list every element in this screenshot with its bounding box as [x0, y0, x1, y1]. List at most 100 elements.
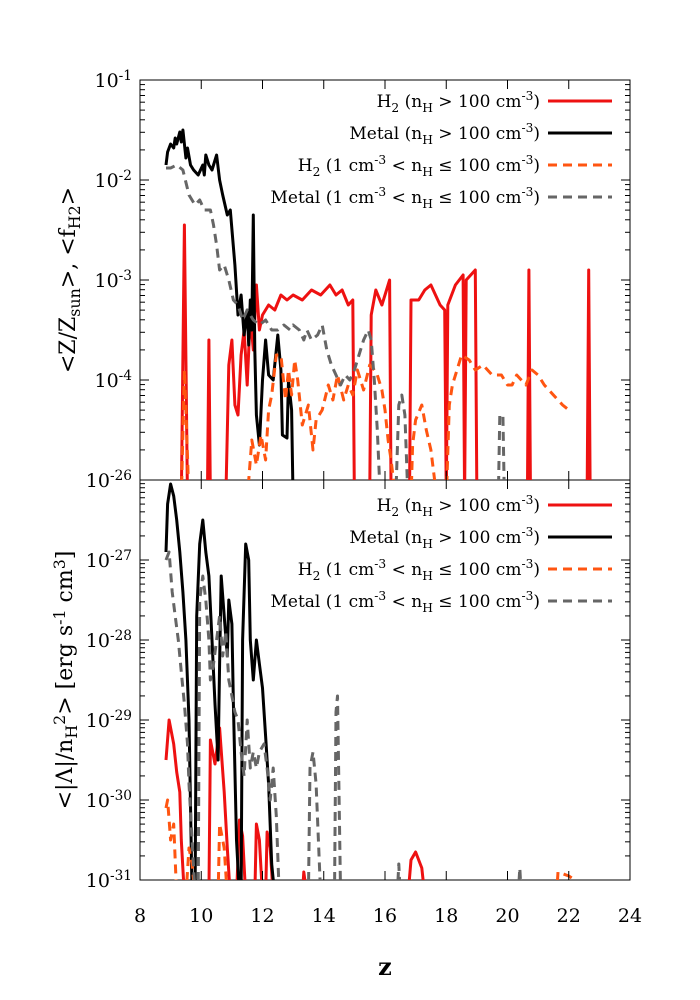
legend-label-part: H	[422, 197, 433, 211]
legend-label: H2 (nH > 100 cm-3)	[377, 493, 540, 519]
y-tick-label-part: 10	[94, 270, 118, 292]
legend-label-part: -3	[521, 153, 533, 167]
legend-label-part: )	[533, 592, 540, 612]
legend-label-part: H	[422, 601, 433, 615]
legend-label-part: 2	[391, 505, 399, 519]
x-tick-label: 12	[250, 905, 274, 927]
y-tick-label-part: -4	[119, 368, 133, 384]
top-series-group	[164, 128, 592, 480]
series-line-0-2	[180, 353, 570, 480]
legend-label-part: H	[422, 505, 433, 519]
series-line-1-3	[164, 550, 522, 880]
legend-label-part: 2	[313, 569, 321, 583]
series-line-0-3	[166, 163, 506, 480]
y-tick-label: 10-3	[94, 268, 132, 292]
bottom-y-axis-label-part: cm	[53, 569, 78, 609]
y-tick-label-part: -31	[110, 868, 132, 884]
legend-label: Metal (1 cm-3 < nH ≤ 100 cm-3)	[271, 185, 541, 211]
top-y-axis-label-part: sun	[65, 288, 84, 317]
legend-label-part: ≤ 100 cm	[433, 560, 522, 580]
y-tick-label-part: 10	[86, 710, 110, 732]
y-tick-label: 10-2	[94, 168, 132, 192]
bottom-y-axis-label-part: <|Λ|/n	[53, 739, 78, 810]
legend-label-part: H	[298, 156, 313, 176]
legend-label-part: Metal (1 cm	[271, 188, 375, 208]
legend-label-part: < n	[386, 592, 422, 612]
legend-label: Metal (nH > 100 cm-3)	[349, 121, 540, 147]
x-tick-label: 16	[373, 905, 397, 927]
top-y-label-group: <Z/Zsun>, <fH2>	[56, 187, 84, 373]
y-tick-label-part: 10	[86, 550, 110, 572]
legend-label-part: (1 cm	[320, 156, 374, 176]
legend-label-part: -3	[521, 589, 533, 603]
legend-label-part: -3	[374, 589, 386, 603]
x-axis-label: z	[378, 952, 392, 981]
legend-label: Metal (1 cm-3 < nH ≤ 100 cm-3)	[271, 589, 541, 615]
bottom-y-axis-label-part: 3	[50, 559, 69, 569]
y-tick-label-part: 10	[86, 630, 110, 652]
legend-label-part: -3	[521, 89, 533, 103]
series-line-1-0	[164, 718, 425, 880]
bottom-y-axis-label-part: 2	[50, 715, 69, 725]
bottom-y-axis-label: <|Λ|/nH2> [erg s-1 cm3]	[50, 551, 81, 810]
y-tick-label-part: 10	[86, 870, 110, 892]
legend-label-part: H	[298, 560, 313, 580]
y-tick-label-part: -29	[110, 708, 132, 724]
y-tick-label-part: 10	[94, 170, 118, 192]
top-y-axis-label-part: 2	[65, 205, 84, 215]
legend-label-part: 2	[313, 165, 321, 179]
legend-label-part: H	[422, 537, 433, 551]
x-tick-label: 20	[495, 905, 519, 927]
legend-label-part: < n	[386, 156, 422, 176]
y-tick-label-part: -2	[119, 168, 132, 184]
y-tick-label-part: -26	[110, 468, 132, 484]
legend-label-part: H	[422, 133, 433, 147]
bottom-y-label-group: <|Λ|/nH2> [erg s-1 cm3]	[50, 551, 81, 810]
legend-label-part: > 100 cm	[433, 124, 522, 144]
bottom-y-axis-label-part: ]	[53, 551, 78, 560]
y-tick-label: 10-26	[86, 468, 132, 492]
top-y-axis-label-part: H	[65, 215, 84, 229]
series-line-0-0	[180, 223, 592, 480]
y-tick-label: 10-31	[86, 868, 132, 892]
bottom-series-group	[164, 482, 576, 880]
legend-label-part: H	[377, 92, 392, 112]
legend-label-part: > 100 cm	[433, 92, 522, 112]
legend-label-part: H	[422, 101, 433, 115]
legend-label-part: -3	[521, 525, 533, 539]
legend-label-part: (n	[399, 496, 422, 516]
x-tick-label: 18	[434, 905, 458, 927]
legend-label: H2 (nH > 100 cm-3)	[377, 89, 540, 115]
x-tick-label: 24	[618, 905, 642, 927]
legend-label-part: -3	[521, 121, 533, 135]
y-tick-label-part: -1	[119, 68, 132, 84]
y-tick-label-part: 10	[94, 70, 118, 92]
legend-label-part: -3	[521, 185, 533, 199]
series-line-1-2	[164, 798, 576, 880]
legend-label: Metal (nH > 100 cm-3)	[349, 525, 540, 551]
y-tick-label: 10-4	[94, 368, 132, 392]
legend-label: H2 (1 cm-3 < nH ≤ 100 cm-3)	[298, 153, 540, 179]
top-y-axis-label: <Z/Zsun>, <fH2>	[56, 187, 84, 373]
x-tick-label: 14	[312, 905, 336, 927]
legend-label-part: > 100 cm	[433, 496, 522, 516]
legend-label-part: ≤ 100 cm	[433, 592, 522, 612]
y-tick-label-part: 10	[94, 370, 118, 392]
legend-label-part: )	[533, 188, 540, 208]
legend-label-part: ≤ 100 cm	[433, 188, 522, 208]
legend-label-part: (1 cm	[320, 560, 374, 580]
legends-group: H2 (nH > 100 cm-3)Metal (nH > 100 cm-3)H…	[271, 89, 612, 615]
legend-label-part: )	[533, 528, 540, 548]
legend-label-part: )	[533, 156, 540, 176]
legend-label-part: H	[377, 496, 392, 516]
bottom-y-axis-label-part: H	[62, 725, 81, 739]
legend-label-part: < n	[386, 188, 422, 208]
legend-label-part: )	[533, 496, 540, 516]
y-tick-label: 10-1	[94, 68, 132, 92]
legend-label-part: Metal (1 cm	[271, 592, 375, 612]
legend-label-part: Metal (n	[349, 528, 422, 548]
legend-label-part: H	[422, 569, 433, 583]
legend-label-part: Metal (n	[349, 124, 422, 144]
legend-label-part: )	[533, 560, 540, 580]
